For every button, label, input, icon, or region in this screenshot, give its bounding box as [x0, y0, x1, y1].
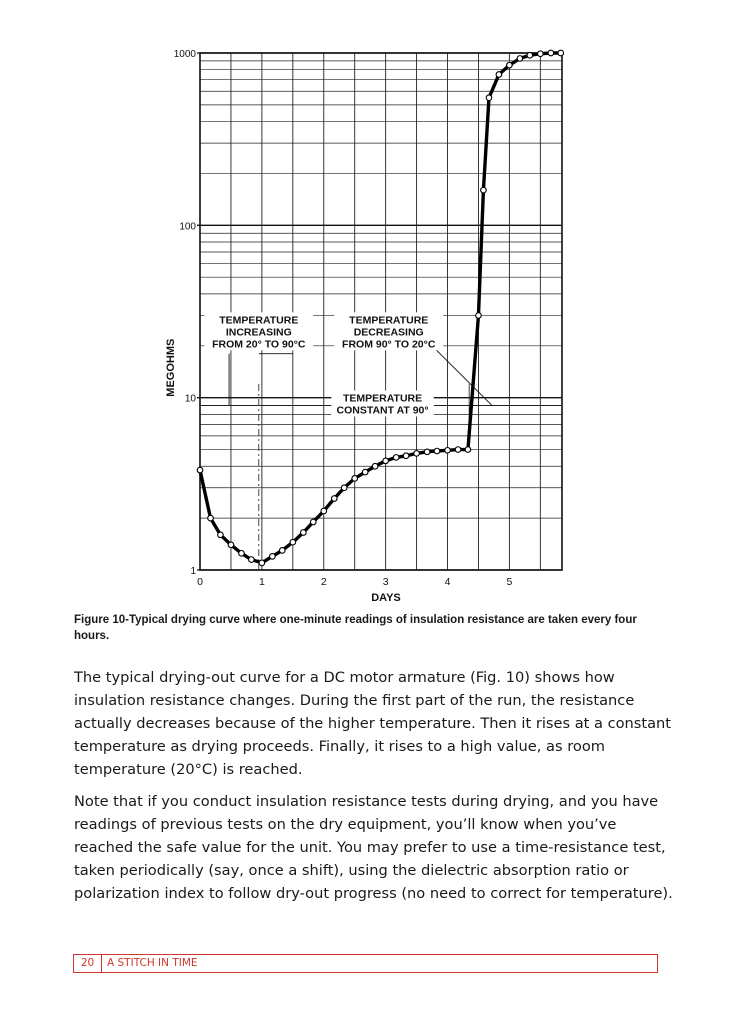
- x-tick-label: 0: [197, 576, 203, 588]
- data-point: [299, 529, 307, 536]
- data-point: [289, 538, 297, 546]
- y-tick-label: 10: [185, 394, 197, 405]
- footer-title: A STITCH IN TIME: [107, 957, 198, 969]
- data-point: [495, 71, 503, 78]
- data-point: [196, 466, 204, 474]
- data-point: [392, 454, 400, 461]
- data-point: [413, 450, 420, 457]
- data-point: [444, 446, 451, 454]
- data-point: [402, 452, 410, 460]
- drying-curve-figure: 1 10 100 1000 0 1 2 3 4 5 DAYS MEGOHMS TEMPERATURE IN…: [160, 40, 580, 610]
- annotation-increasing-text: TEMPERATURE: [219, 314, 298, 326]
- plot-frame: [199, 52, 563, 571]
- data-point: [309, 518, 317, 526]
- data-point: [475, 312, 482, 319]
- annotation-increasing-text: INCREASING: [226, 326, 292, 338]
- annotation-constant-bg: [331, 390, 434, 417]
- x-tick-label: 5: [506, 576, 512, 588]
- data-point: [207, 514, 214, 522]
- data-point: [269, 553, 276, 560]
- data-point: [361, 468, 369, 476]
- annotation-increasing-text: FROM 20° TO 90°C: [212, 338, 306, 350]
- y-tick-label: 1: [190, 566, 196, 577]
- data-point: [351, 475, 359, 482]
- figure-caption: Figure 10-Typical drying curve where one…: [74, 614, 637, 642]
- page-number: 20: [74, 955, 102, 972]
- x-tick-label: 4: [445, 576, 451, 588]
- annotation-increasing-bg: [204, 312, 314, 351]
- data-point: [516, 55, 524, 62]
- y-axis-label: MEGOHMS: [165, 339, 177, 397]
- annotation-decreasing-text: FROM 90° TO 20°C: [342, 338, 436, 350]
- x-tick-label: 3: [383, 576, 389, 588]
- data-point: [330, 495, 338, 502]
- data-point: [464, 446, 472, 453]
- data-point: [248, 556, 255, 563]
- data-point: [454, 446, 462, 453]
- y-tick-label: 100: [179, 221, 196, 232]
- page-footer: 20 A STITCH IN TIME: [73, 954, 658, 973]
- annotation-constant-text: CONSTANT AT 90°: [337, 405, 429, 417]
- data-point: [480, 186, 487, 194]
- data-point: [217, 531, 224, 539]
- data-point: [320, 507, 328, 515]
- x-axis-label: DAYS: [371, 592, 401, 604]
- data-point: [536, 50, 544, 58]
- data-point: [371, 462, 379, 470]
- data-point: [238, 549, 245, 557]
- data-point: [557, 49, 565, 57]
- data-point: [433, 447, 441, 455]
- x-tick-label: 1: [259, 576, 265, 588]
- x-tick-label: 2: [321, 576, 327, 588]
- series-line: [198, 51, 563, 565]
- data-point: [506, 61, 513, 69]
- annotation-decreasing-text: DECREASING: [354, 326, 424, 338]
- body-paragraph-1: The typical drying-out curve for a DC mo…: [74, 669, 672, 778]
- data-point: [526, 51, 534, 59]
- data-point: [423, 448, 431, 456]
- annotation-leader-line: [431, 345, 493, 406]
- body-paragraph-2: Note that if you conduct insulation resi…: [74, 793, 673, 902]
- y-tick-label: 1000: [174, 49, 197, 60]
- annotation-constant-text: TEMPERATURE: [343, 393, 422, 405]
- data-point: [227, 541, 235, 549]
- data-point: [382, 457, 389, 465]
- annotation-decreasing-text: TEMPERATURE: [349, 314, 428, 326]
- annotation-decreasing-bg: [334, 312, 444, 351]
- data-point: [340, 484, 348, 492]
- data-point: [258, 559, 266, 567]
- data-point: [485, 94, 493, 102]
- data-point: [278, 547, 286, 554]
- data-point: [547, 49, 555, 57]
